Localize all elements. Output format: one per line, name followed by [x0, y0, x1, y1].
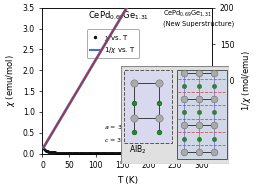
- Point: [132, 81, 136, 84]
- Point: [182, 111, 187, 114]
- Point: [196, 84, 200, 87]
- Point: [182, 124, 187, 127]
- Y-axis label: $\chi$ (emu/mol): $\chi$ (emu/mol): [4, 54, 17, 107]
- Point: [132, 130, 136, 133]
- Point: [132, 117, 136, 120]
- Bar: [177, 70, 227, 159]
- Point: [196, 71, 200, 74]
- X-axis label: T (K): T (K): [117, 176, 138, 185]
- Point: [212, 124, 216, 127]
- Text: $c$ = 3.2700 Å     $c$ = 12.364 Å: $c$ = 3.2700 Å $c$ = 12.364 Å: [104, 135, 197, 144]
- Point: [132, 101, 136, 104]
- Text: CePd$_{0.69}$Ge$_{1.31}$: CePd$_{0.69}$Ge$_{1.31}$: [88, 10, 149, 22]
- Point: [182, 150, 187, 153]
- Point: [212, 71, 216, 74]
- Text: CePd$_{0.69}$Ge$_{1.31}$
(New Superstructure): CePd$_{0.69}$Ge$_{1.31}$ (New Superstruc…: [163, 9, 234, 27]
- Point: [157, 101, 161, 104]
- Bar: [124, 70, 171, 143]
- Point: [196, 137, 200, 140]
- Text: AlB$_2$: AlB$_2$: [130, 144, 147, 156]
- Point: [196, 150, 200, 153]
- Point: [182, 71, 187, 74]
- Point: [157, 130, 161, 133]
- Point: [182, 97, 187, 100]
- Point: [212, 150, 216, 153]
- Point: [196, 97, 200, 100]
- Point: [196, 124, 200, 127]
- Point: [212, 84, 216, 87]
- Point: [212, 97, 216, 100]
- Point: [182, 84, 187, 87]
- Point: [212, 111, 216, 114]
- Point: [157, 117, 161, 120]
- Text: $a$ = 3.0070 Å     $a$ = 4.3131 Å: $a$ = 3.0070 Å $a$ = 4.3131 Å: [104, 122, 198, 131]
- Point: [212, 137, 216, 140]
- Point: [182, 137, 187, 140]
- Legend: $\chi$ vs. T, 1/$\chi$ vs. T: $\chi$ vs. T, 1/$\chi$ vs. T: [87, 29, 139, 58]
- Y-axis label: 1/$\chi$ (mol/emu): 1/$\chi$ (mol/emu): [240, 50, 253, 111]
- Point: [157, 81, 161, 84]
- Point: [196, 111, 200, 114]
